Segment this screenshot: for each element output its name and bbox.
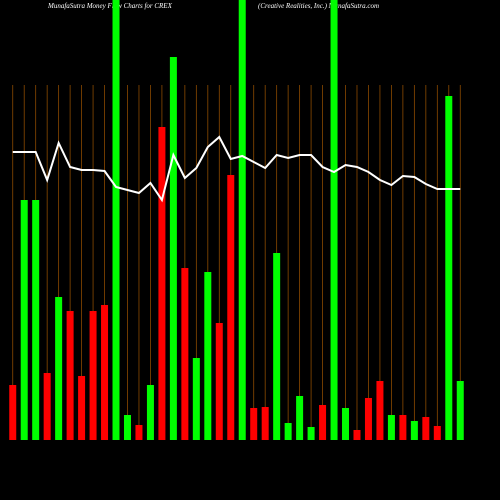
bar bbox=[55, 297, 63, 440]
bar bbox=[319, 405, 327, 440]
bar bbox=[169, 57, 177, 440]
bar bbox=[158, 127, 166, 440]
bar bbox=[433, 426, 441, 440]
bar bbox=[364, 398, 372, 440]
bar bbox=[410, 421, 418, 440]
chart-title: MunafaSutra Money Flow Charts for CREX bbox=[47, 2, 173, 10]
bar bbox=[123, 415, 131, 440]
bar bbox=[250, 408, 258, 440]
bar bbox=[387, 415, 395, 440]
bar bbox=[284, 423, 292, 440]
bar bbox=[89, 311, 97, 440]
bar bbox=[238, 0, 246, 440]
bar bbox=[342, 408, 350, 440]
bar bbox=[192, 358, 200, 440]
bar bbox=[20, 200, 28, 440]
bar bbox=[399, 415, 407, 440]
bar bbox=[78, 376, 86, 440]
bar bbox=[146, 385, 154, 440]
bar bbox=[204, 272, 212, 440]
bar bbox=[261, 407, 269, 440]
bar bbox=[353, 430, 361, 440]
bar bbox=[215, 323, 223, 440]
bar bbox=[422, 417, 430, 440]
price-line bbox=[12, 135, 461, 203]
bar bbox=[330, 0, 338, 440]
bar bbox=[296, 396, 304, 440]
chart-subtitle: (Creative Realities, Inc.) MunafaSutra.c… bbox=[258, 2, 379, 10]
bar bbox=[456, 381, 464, 440]
bar bbox=[112, 0, 120, 440]
bar bbox=[43, 373, 51, 440]
bar bbox=[101, 305, 109, 440]
bar bbox=[135, 425, 143, 440]
bar bbox=[9, 385, 17, 440]
bar bbox=[66, 311, 74, 440]
bar bbox=[307, 427, 315, 440]
bar bbox=[32, 200, 40, 440]
bar bbox=[445, 96, 453, 440]
bar bbox=[227, 175, 235, 440]
bar bbox=[181, 268, 189, 440]
bar bbox=[376, 381, 384, 440]
bar bbox=[273, 253, 281, 440]
